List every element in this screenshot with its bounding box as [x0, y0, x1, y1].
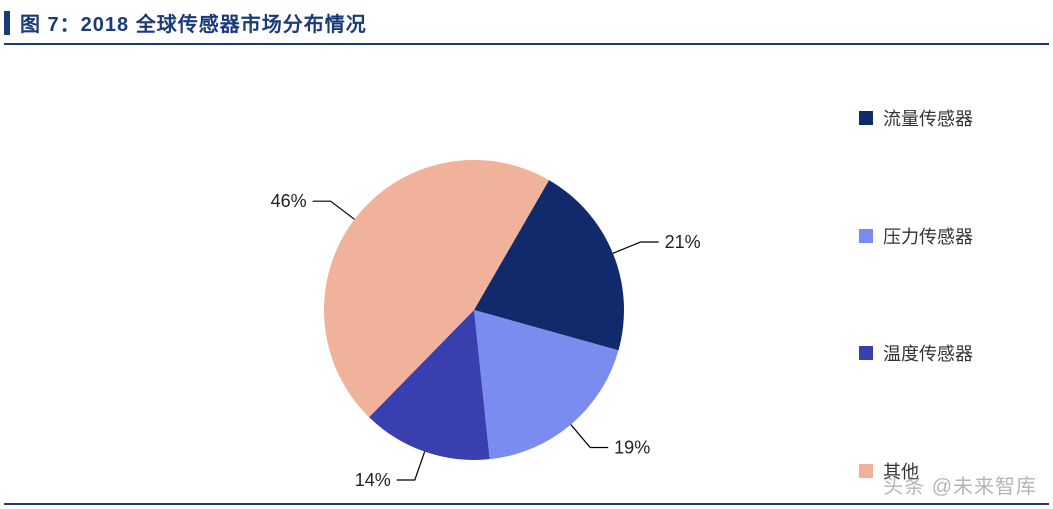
leader-line-1 — [571, 425, 608, 448]
chart-frame: 图 7：2018 全球传感器市场分布情况 21% 19% 14% 46% 流量传感器 … — [4, 4, 1049, 505]
legend-item-0: 流量传感器 — [859, 105, 1039, 131]
chart-area: 21% 19% 14% 46% 流量传感器 压力传感器 温度传感器 其他 — [4, 45, 1049, 504]
slice-label-2: 14% — [355, 470, 391, 490]
legend-swatch-1 — [859, 229, 873, 243]
title-row: 图 7：2018 全球传感器市场分布情况 — [4, 4, 1049, 45]
legend-item-2: 温度传感器 — [859, 340, 1039, 366]
legend-swatch-2 — [859, 346, 873, 360]
chart-title: 图 7：2018 全球传感器市场分布情况 — [20, 8, 367, 37]
legend-label-1: 压力传感器 — [883, 223, 973, 249]
legend-label-3: 其他 — [883, 458, 919, 484]
legend: 流量传感器 压力传感器 温度传感器 其他 — [859, 105, 1039, 484]
leader-line-2 — [397, 452, 425, 480]
legend-item-3: 其他 — [859, 458, 1039, 484]
leader-line-0 — [613, 242, 659, 253]
legend-item-1: 压力传感器 — [859, 223, 1039, 249]
slice-label-1: 19% — [614, 437, 650, 457]
legend-label-0: 流量传感器 — [883, 105, 973, 131]
title-accent-bar — [4, 11, 10, 35]
legend-swatch-0 — [859, 111, 873, 125]
legend-swatch-3 — [859, 464, 873, 478]
leader-line-3 — [313, 201, 355, 219]
slice-label-0: 21% — [665, 232, 701, 252]
slice-label-3: 46% — [271, 191, 307, 211]
legend-label-2: 温度传感器 — [883, 340, 973, 366]
